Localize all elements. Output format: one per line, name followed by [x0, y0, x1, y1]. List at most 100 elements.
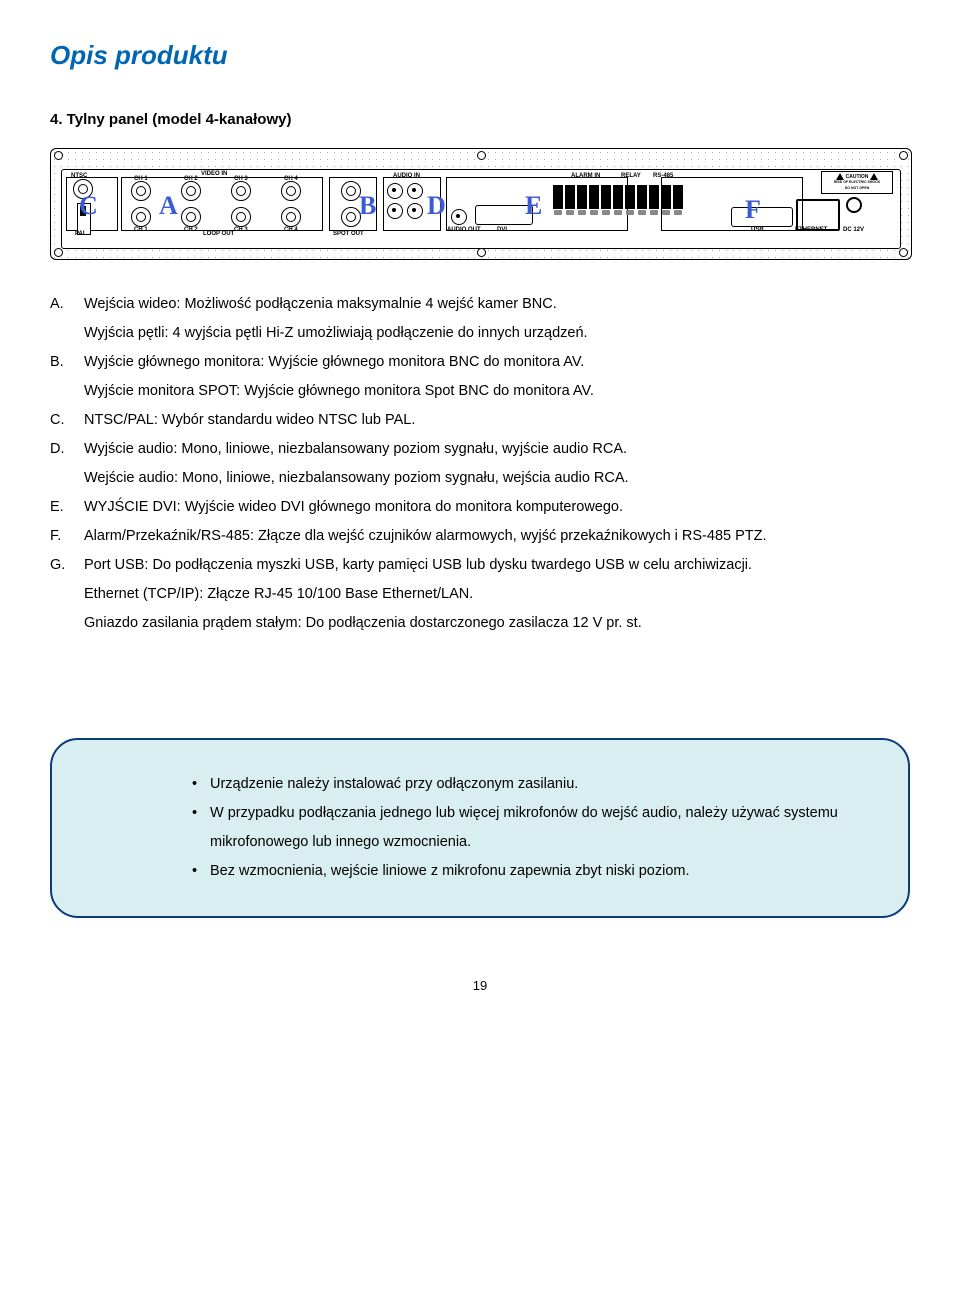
rca-connector: [387, 183, 403, 199]
usb-port: [731, 207, 793, 227]
warning-triangle-icon: [870, 173, 878, 180]
callout-letter-e: E: [525, 191, 542, 221]
key: B.: [50, 348, 84, 377]
label: CH 1: [134, 176, 148, 182]
note-item: W przypadku podłączania jednego lub więc…: [192, 799, 858, 857]
rear-panel-diagram: CAUTION RISK OF ELECTRIC SHOCK DO NOT OP…: [50, 148, 912, 260]
key: C.: [50, 406, 84, 435]
terminal-pin: [637, 185, 647, 209]
callout-letter-d: D: [427, 191, 446, 221]
key: D.: [50, 435, 84, 464]
label: ETHERNET: [795, 227, 827, 233]
key: F.: [50, 522, 84, 551]
label: CH 4: [284, 227, 298, 233]
terminal-pin: [613, 185, 623, 209]
bnc-connector: [231, 181, 251, 201]
note-item: Bez wzmocnienia, wejście liniowe z mikro…: [192, 857, 858, 886]
bnc-connector: [341, 207, 361, 227]
terminal-pin: [577, 185, 587, 209]
label: SPOT OUT: [333, 231, 364, 237]
bnc-connector: [181, 181, 201, 201]
screw-icon: [477, 151, 486, 160]
callout-letter-f: F: [745, 195, 761, 225]
section-heading: 4. Tylny panel (model 4-kanałowy): [50, 111, 910, 128]
bnc-connector: [341, 181, 361, 201]
key: E.: [50, 493, 84, 522]
bnc-connector: [231, 207, 251, 227]
bnc-connector: [281, 181, 301, 201]
terminal-pin: [553, 185, 563, 209]
caution-text: DO NOT OPEN: [845, 186, 870, 190]
label: CH 2: [184, 176, 198, 182]
description-list: A.Wejścia wideo: Możliwość podłączenia m…: [50, 290, 910, 638]
label: RELAY: [621, 173, 641, 179]
terminal-pin: [673, 185, 683, 209]
terminal-pin: [565, 185, 575, 209]
label: CH 2: [184, 227, 198, 233]
list-item: G.Port USB: Do podłączenia myszki USB, k…: [50, 551, 910, 580]
screw-icon: [899, 151, 908, 160]
screw-icon: [477, 248, 486, 257]
note-item: Urządzenie należy instalować przy odłącz…: [192, 770, 858, 799]
label: USB: [751, 227, 764, 233]
text: NTSC/PAL: Wybór standardu wideo NTSC lub…: [84, 406, 910, 435]
label: DC 12V: [843, 227, 864, 233]
terminal-pin: [661, 185, 671, 209]
text: Wyjścia pętli: 4 wyjścia pętli Hi-Z umoż…: [84, 319, 910, 348]
label: VIDEO IN: [201, 171, 227, 177]
list-item: D.Wyjście audio: Mono, liniowe, niezbala…: [50, 435, 910, 464]
callout-letter-a: A: [159, 191, 178, 221]
callout-letter-b: B: [359, 191, 376, 221]
label: AUDIO OUT: [447, 227, 481, 233]
bnc-connector: [131, 181, 151, 201]
text: Ethernet (TCP/IP): Złącze RJ-45 10/100 B…: [84, 580, 910, 609]
list-item: E.WYJŚCIE DVI: Wyjście wideo DVI główneg…: [50, 493, 910, 522]
caution-label: CAUTION RISK OF ELECTRIC SHOCK DO NOT OP…: [821, 171, 893, 194]
text: Alarm/Przekaźnik/RS-485: Złącze dla wejś…: [84, 522, 910, 551]
warning-triangle-icon: [836, 173, 844, 180]
label: CH 3: [234, 227, 248, 233]
dc-jack: [846, 197, 862, 213]
bnc-connector: [131, 207, 151, 227]
list-item: B.Wyjście głównego monitora: Wyjście głó…: [50, 348, 910, 377]
list-item: C.NTSC/PAL: Wybór standardu wideo NTSC l…: [50, 406, 910, 435]
page-title: Opis produktu: [50, 40, 910, 71]
label: CH 4: [284, 176, 298, 182]
label: DVI: [497, 227, 507, 233]
caution-text: RISK OF ELECTRIC SHOCK: [834, 180, 880, 184]
label: RS-485: [653, 173, 673, 179]
screw-icon: [899, 248, 908, 257]
label: AUDIO IN: [393, 173, 420, 179]
bnc-connector: [281, 207, 301, 227]
text: WYJŚCIE DVI: Wyjście wideo DVI głównego …: [84, 493, 910, 522]
terminal-pin: [625, 185, 635, 209]
caution-text: CAUTION: [846, 174, 869, 180]
label: PAL: [75, 231, 87, 237]
terminal-pin: [601, 185, 611, 209]
rca-connector: [407, 183, 423, 199]
page-number: 19: [50, 978, 910, 993]
notice-box: Urządzenie należy instalować przy odłącz…: [50, 738, 910, 918]
rca-connector: [387, 203, 403, 219]
terminal-pin: [589, 185, 599, 209]
key: A.: [50, 290, 84, 319]
text: Wejścia wideo: Możliwość podłączenia mak…: [84, 290, 910, 319]
label: CH 1: [134, 227, 148, 233]
text: Port USB: Do podłączenia myszki USB, kar…: [84, 551, 910, 580]
rca-connector: [451, 209, 467, 225]
screw-icon: [54, 151, 63, 160]
terminal-pin: [649, 185, 659, 209]
list-item: F.Alarm/Przekaźnik/RS-485: Złącze dla we…: [50, 522, 910, 551]
text: Wyjście monitora SPOT: Wyjście głównego …: [84, 377, 910, 406]
label: LOOP OUT: [203, 231, 234, 237]
text: Gniazdo zasilania prądem stałym: Do podł…: [84, 609, 910, 638]
bnc-connector: [181, 207, 201, 227]
text: Wejście audio: Mono, liniowe, niezbalans…: [84, 464, 910, 493]
screw-icon: [54, 248, 63, 257]
label: NTSC: [71, 173, 87, 179]
rca-connector: [407, 203, 423, 219]
key: G.: [50, 551, 84, 580]
text: Wyjście audio: Mono, liniowe, niezbalans…: [84, 435, 910, 464]
label: ALARM IN: [571, 173, 600, 179]
text: Wyjście głównego monitora: Wyjście główn…: [84, 348, 910, 377]
